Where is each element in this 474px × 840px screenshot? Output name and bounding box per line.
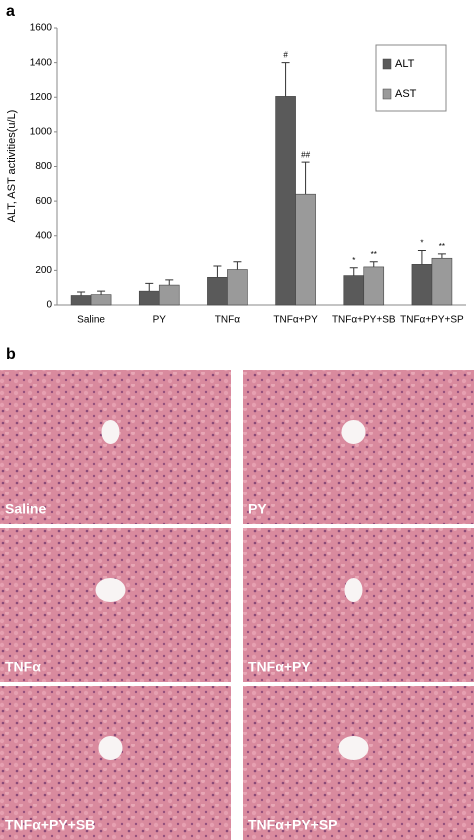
legend-label: AST [395, 88, 417, 100]
error-bar [233, 261, 242, 270]
y-tick-label: 1400 [30, 57, 53, 68]
x-tick-label: TNFα+PY [273, 315, 318, 326]
error-bar [281, 62, 290, 97]
x-tick-label: TNFα [215, 315, 240, 326]
error-bar [437, 253, 446, 259]
legend-box [375, 44, 447, 112]
legend-label: ALT [395, 58, 415, 70]
vessel [344, 578, 363, 602]
x-tick-label: TNFα+PY+SP [400, 315, 464, 326]
y-axis-title: ALT, AST activities(u/L) [6, 110, 18, 223]
y-tick-label: 800 [35, 161, 52, 172]
image-label: TNFα+PY+SB [5, 817, 95, 833]
bar [207, 276, 228, 306]
y-tick-label: 400 [35, 230, 52, 241]
y-tick-label: 0 [46, 300, 52, 311]
annotation: * [420, 239, 423, 248]
bar [411, 264, 433, 306]
annotation: ## [301, 150, 310, 159]
y-tick-label: 1000 [30, 127, 53, 138]
bar [138, 290, 160, 306]
micrograph [0, 370, 231, 524]
error-bar [77, 291, 86, 296]
bar [363, 266, 385, 306]
error-bar [349, 267, 358, 276]
micrograph [243, 686, 474, 840]
vessel [338, 736, 369, 760]
vessel [341, 420, 366, 444]
error-bar [213, 265, 222, 278]
panel-label: b [6, 346, 16, 363]
error-bar [369, 261, 378, 267]
image-label: TNFα+PY+SP [248, 817, 338, 833]
image-label: TNFα [5, 659, 41, 675]
image-label: PY [248, 501, 267, 517]
legend-swatch [382, 88, 392, 100]
bar [227, 269, 248, 306]
bar [90, 294, 112, 306]
legend-swatch [382, 58, 392, 70]
bar [431, 257, 453, 306]
bar [275, 96, 296, 306]
error-bar [165, 279, 174, 286]
bar [295, 193, 316, 306]
y-tick-label: 200 [35, 265, 52, 276]
annotation: * [352, 256, 355, 265]
bar [158, 284, 180, 306]
panel-label: a [6, 3, 15, 20]
micrograph [243, 528, 474, 682]
x-tick-label: PY [153, 315, 167, 326]
image-label: TNFα+PY [248, 659, 311, 675]
image-label: Saline [5, 501, 46, 517]
micrograph [0, 686, 231, 840]
error-bar [301, 161, 310, 195]
bar [70, 295, 92, 306]
micrograph [0, 528, 231, 682]
y-tick-label: 1200 [30, 92, 53, 103]
vessel [101, 420, 120, 444]
x-tick-label: TNFα+PY+SB [332, 315, 396, 326]
y-tick-label: 1600 [30, 23, 53, 34]
y-tick-label: 600 [35, 196, 52, 207]
error-bar [417, 249, 426, 265]
vessel [95, 578, 126, 602]
error-bar [97, 290, 106, 295]
annotation: # [283, 51, 288, 60]
micrograph [243, 370, 474, 524]
bar [343, 275, 365, 306]
annotation: ** [439, 242, 445, 251]
annotation: ** [371, 250, 377, 259]
error-bar [145, 282, 154, 292]
x-tick-label: Saline [77, 315, 105, 326]
vessel [98, 736, 123, 760]
